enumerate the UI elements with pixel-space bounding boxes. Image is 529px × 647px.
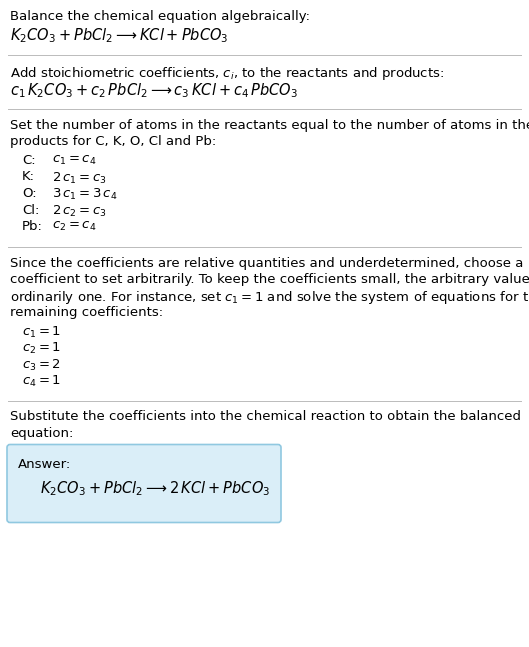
Text: $c_1 = 1$: $c_1 = 1$ bbox=[22, 325, 61, 340]
Text: $K_2CO_3 + PbCl_2 \longrightarrow  2\,KCl + PbCO_3$: $K_2CO_3 + PbCl_2 \longrightarrow 2\,KCl… bbox=[40, 479, 270, 498]
Text: remaining coefficients:: remaining coefficients: bbox=[10, 306, 163, 319]
Text: Add stoichiometric coefficients, $c_i$, to the reactants and products:: Add stoichiometric coefficients, $c_i$, … bbox=[10, 65, 444, 82]
FancyBboxPatch shape bbox=[7, 444, 281, 523]
Text: equation:: equation: bbox=[10, 427, 74, 440]
Text: Answer:: Answer: bbox=[18, 457, 71, 470]
Text: Since the coefficients are relative quantities and underdetermined, choose a: Since the coefficients are relative quan… bbox=[10, 256, 523, 270]
Text: Set the number of atoms in the reactants equal to the number of atoms in the: Set the number of atoms in the reactants… bbox=[10, 119, 529, 132]
Text: coefficient to set arbitrarily. To keep the coefficients small, the arbitrary va: coefficient to set arbitrarily. To keep … bbox=[10, 273, 529, 286]
Text: $c_3 = 2$: $c_3 = 2$ bbox=[22, 358, 61, 373]
Text: $2\,c_1 = c_3$: $2\,c_1 = c_3$ bbox=[52, 171, 107, 186]
Text: products for C, K, O, Cl and Pb:: products for C, K, O, Cl and Pb: bbox=[10, 135, 216, 149]
Text: Cl:: Cl: bbox=[22, 204, 39, 217]
Text: $c_2 = 1$: $c_2 = 1$ bbox=[22, 341, 61, 356]
Text: O:: O: bbox=[22, 187, 37, 200]
Text: Substitute the coefficients into the chemical reaction to obtain the balanced: Substitute the coefficients into the che… bbox=[10, 410, 521, 424]
Text: $2\,c_2 = c_3$: $2\,c_2 = c_3$ bbox=[52, 204, 107, 219]
Text: $3\,c_1 = 3\,c_4$: $3\,c_1 = 3\,c_4$ bbox=[52, 187, 117, 202]
Text: ordinarily one. For instance, set $c_1 = 1$ and solve the system of equations fo: ordinarily one. For instance, set $c_1 =… bbox=[10, 289, 529, 307]
Text: $c_1 = c_4$: $c_1 = c_4$ bbox=[52, 154, 96, 167]
Text: Balance the chemical equation algebraically:: Balance the chemical equation algebraica… bbox=[10, 10, 310, 23]
Text: $c_1\, K_2CO_3 + c_2\, PbCl_2 \longrightarrow c_3\, KCl + c_4\, PbCO_3$: $c_1\, K_2CO_3 + c_2\, PbCl_2 \longright… bbox=[10, 81, 298, 100]
Text: C:: C: bbox=[22, 154, 35, 167]
Text: Pb:: Pb: bbox=[22, 220, 43, 233]
Text: K:: K: bbox=[22, 171, 35, 184]
Text: $c_2 = c_4$: $c_2 = c_4$ bbox=[52, 220, 96, 233]
Text: $c_4 = 1$: $c_4 = 1$ bbox=[22, 374, 61, 389]
Text: $K_2CO_3 + PbCl_2 \longrightarrow  KCl + PbCO_3$: $K_2CO_3 + PbCl_2 \longrightarrow KCl + … bbox=[10, 27, 229, 45]
